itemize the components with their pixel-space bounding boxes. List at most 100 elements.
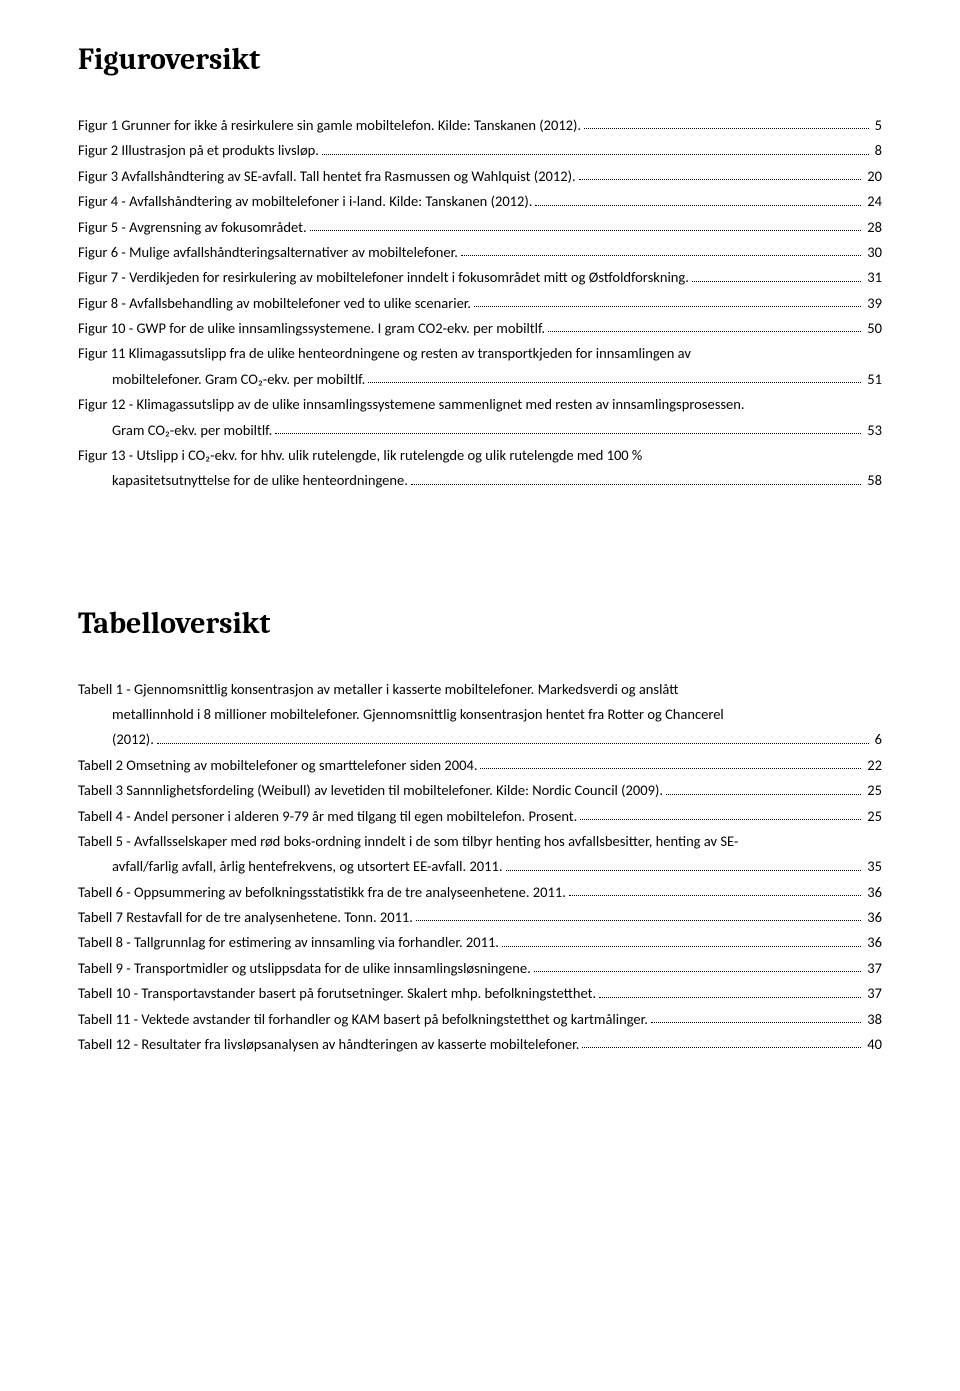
figure-entry-line: Figur 6 - Mulige avfallshåndteringsalter… (78, 240, 882, 265)
table-entry: Tabell 3 Sannnlighetsfordeling (Weibull)… (78, 778, 882, 803)
figure-entry-page: 20 (864, 164, 882, 189)
dot-leader (461, 255, 861, 256)
dot-leader (474, 306, 861, 307)
dot-leader (322, 154, 869, 155)
dot-leader (480, 768, 861, 769)
section-spacer (78, 552, 882, 606)
figure-entry-text: Figur 3 Avfallshåndtering av SE-avfall. … (78, 164, 576, 189)
figure-entry-page: 51 (864, 367, 882, 392)
table-entry-line: Tabell 11 - Vektede avstander til forhan… (78, 1007, 882, 1032)
table-entry-page: 36 (864, 930, 882, 955)
table-entry-text: Tabell 12 - Resultater fra livsløpsanaly… (78, 1032, 579, 1057)
table-entry: Tabell 8 - Tallgrunnlag for estimering a… (78, 930, 882, 955)
dot-leader (651, 1022, 861, 1023)
figure-entry-line: Figur 1 Grunner for ikke å resirkulere s… (78, 113, 882, 138)
dot-leader (579, 179, 862, 180)
table-entry-page: 37 (864, 956, 882, 981)
figure-entry-text: Figur 12 - Klimagassutslipp av de ulike … (78, 392, 745, 417)
figure-entry-line: Figur 3 Avfallshåndtering av SE-avfall. … (78, 164, 882, 189)
table-entry: Tabell 5 - Avfallsselskaper med rød boks… (78, 829, 882, 880)
table-entry-line: Tabell 12 - Resultater fra livsløpsanaly… (78, 1032, 882, 1057)
table-entry: Tabell 7 Restavfall for de tre analysenh… (78, 905, 882, 930)
figure-entry-line: Figur 10 - GWP for de ulike innsamlingss… (78, 316, 882, 341)
tables-list: Tabell 1 - Gjennomsnittlig konsentrasjon… (78, 677, 882, 1058)
table-entry-text: metallinnhold i 8 millioner mobiltelefon… (78, 702, 724, 727)
figure-entry: Figur 13 - Utslipp i CO₂-ekv. for hhv. u… (78, 443, 882, 494)
table-entry-text: Tabell 4 - Andel personer i alderen 9-79… (78, 804, 577, 829)
figure-entry-text: Figur 5 - Avgrensning av fokusområdet. (78, 215, 307, 240)
figure-entry-text: mobiltelefoner. Gram CO₂-ekv. per mobilt… (78, 367, 365, 392)
dot-leader (569, 895, 861, 896)
figure-entry-line: mobiltelefoner. Gram CO₂-ekv. per mobilt… (78, 367, 882, 392)
figure-entry: Figur 1 Grunner for ikke å resirkulere s… (78, 113, 882, 138)
table-entry-line: Tabell 6 - Oppsummering av befolkningsst… (78, 880, 882, 905)
figure-entry: Figur 10 - GWP for de ulike innsamlingss… (78, 316, 882, 341)
figure-entry-text: Figur 8 - Avfallsbehandling av mobiltele… (78, 291, 471, 316)
table-entry-page: 36 (864, 880, 882, 905)
dot-leader (506, 870, 862, 871)
table-entry-text: Tabell 9 - Transportmidler og utslippsda… (78, 956, 531, 981)
figure-entry-text: Figur 10 - GWP for de ulike innsamlingss… (78, 316, 545, 341)
figures-heading: Figuroversikt (78, 42, 882, 77)
figure-entry-page: 53 (864, 418, 882, 443)
table-entry-text: Tabell 10 - Transportavstander basert på… (78, 981, 596, 1006)
table-entry-line: metallinnhold i 8 millioner mobiltelefon… (78, 702, 882, 727)
figure-entry-page: 58 (864, 468, 882, 493)
dot-leader (582, 1047, 861, 1048)
figures-list: Figur 1 Grunner for ikke å resirkulere s… (78, 113, 882, 494)
figure-entry-text: Gram CO₂-ekv. per mobiltlf. (78, 418, 272, 443)
dot-leader (157, 743, 869, 744)
figure-entry-text: kapasitetsutnyttelse for de ulike henteo… (78, 468, 408, 493)
table-entry: Tabell 1 - Gjennomsnittlig konsentrasjon… (78, 677, 882, 753)
dot-leader (692, 281, 861, 282)
table-entry-page: 6 (872, 727, 882, 752)
table-entry-text: Tabell 7 Restavfall for de tre analysenh… (78, 905, 413, 930)
figure-entry-page: 39 (864, 291, 882, 316)
table-entry-line: Tabell 8 - Tallgrunnlag for estimering a… (78, 930, 882, 955)
table-entry-text: Tabell 5 - Avfallsselskaper med rød boks… (78, 829, 738, 854)
table-entry-line: Tabell 3 Sannnlighetsfordeling (Weibull)… (78, 778, 882, 803)
figure-entry: Figur 7 - Verdikjeden for resirkulering … (78, 265, 882, 290)
table-entry-text: (2012). (78, 727, 154, 752)
dot-leader (548, 331, 861, 332)
table-entry-page: 40 (864, 1032, 882, 1057)
figure-entry-line: Figur 11 Klimagassutslipp fra de ulike h… (78, 341, 882, 366)
figure-entry-page: 8 (872, 138, 882, 163)
figure-entry: Figur 4 - Avfallshåndtering av mobiltele… (78, 189, 882, 214)
dot-leader (411, 484, 861, 485)
dot-leader (275, 433, 861, 434)
table-entry-text: Tabell 3 Sannnlighetsfordeling (Weibull)… (78, 778, 663, 803)
figure-entry-line: Figur 2 Illustrasjon på et produkts livs… (78, 138, 882, 163)
table-entry: Tabell 2 Omsetning av mobiltelefoner og … (78, 753, 882, 778)
table-entry-line: Tabell 5 - Avfallsselskaper med rød boks… (78, 829, 882, 854)
figure-entry-text: Figur 1 Grunner for ikke å resirkulere s… (78, 113, 581, 138)
figure-entry: Figur 8 - Avfallsbehandling av mobiltele… (78, 291, 882, 316)
dot-leader (502, 946, 861, 947)
table-entry-text: Tabell 11 - Vektede avstander til forhan… (78, 1007, 648, 1032)
tables-heading: Tabelloversikt (78, 606, 882, 641)
tables-section: Tabelloversikt Tabell 1 - Gjennomsnittli… (78, 606, 882, 1058)
figure-entry-text: Figur 13 - Utslipp i CO₂-ekv. for hhv. u… (78, 443, 642, 468)
dot-leader (310, 230, 862, 231)
table-entry-page: 35 (864, 854, 882, 879)
dot-leader (416, 920, 861, 921)
figure-entry: Figur 5 - Avgrensning av fokusområdet.28 (78, 215, 882, 240)
figure-entry-line: Figur 8 - Avfallsbehandling av mobiltele… (78, 291, 882, 316)
table-entry-line: Tabell 1 - Gjennomsnittlig konsentrasjon… (78, 677, 882, 702)
dot-leader (534, 971, 862, 972)
figure-entry: Figur 12 - Klimagassutslipp av de ulike … (78, 392, 882, 443)
figure-entry-line: Gram CO₂-ekv. per mobiltlf. 53 (78, 418, 882, 443)
table-entry-text: Tabell 6 - Oppsummering av befolkningsst… (78, 880, 566, 905)
table-entry-text: Tabell 8 - Tallgrunnlag for estimering a… (78, 930, 499, 955)
figure-entry-line: Figur 13 - Utslipp i CO₂-ekv. for hhv. u… (78, 443, 882, 468)
figure-entry-page: 30 (864, 240, 882, 265)
table-entry-page: 22 (864, 753, 882, 778)
dot-leader (666, 794, 861, 795)
figure-entry-text: Figur 7 - Verdikjeden for resirkulering … (78, 265, 689, 290)
figure-entry-text: Figur 2 Illustrasjon på et produkts livs… (78, 138, 319, 163)
table-entry-line: Tabell 10 - Transportavstander basert på… (78, 981, 882, 1006)
table-entry-line: Tabell 4 - Andel personer i alderen 9-79… (78, 804, 882, 829)
table-entry: Tabell 11 - Vektede avstander til forhan… (78, 1007, 882, 1032)
table-entry-page: 37 (864, 981, 882, 1006)
table-entry-line: Tabell 7 Restavfall for de tre analysenh… (78, 905, 882, 930)
